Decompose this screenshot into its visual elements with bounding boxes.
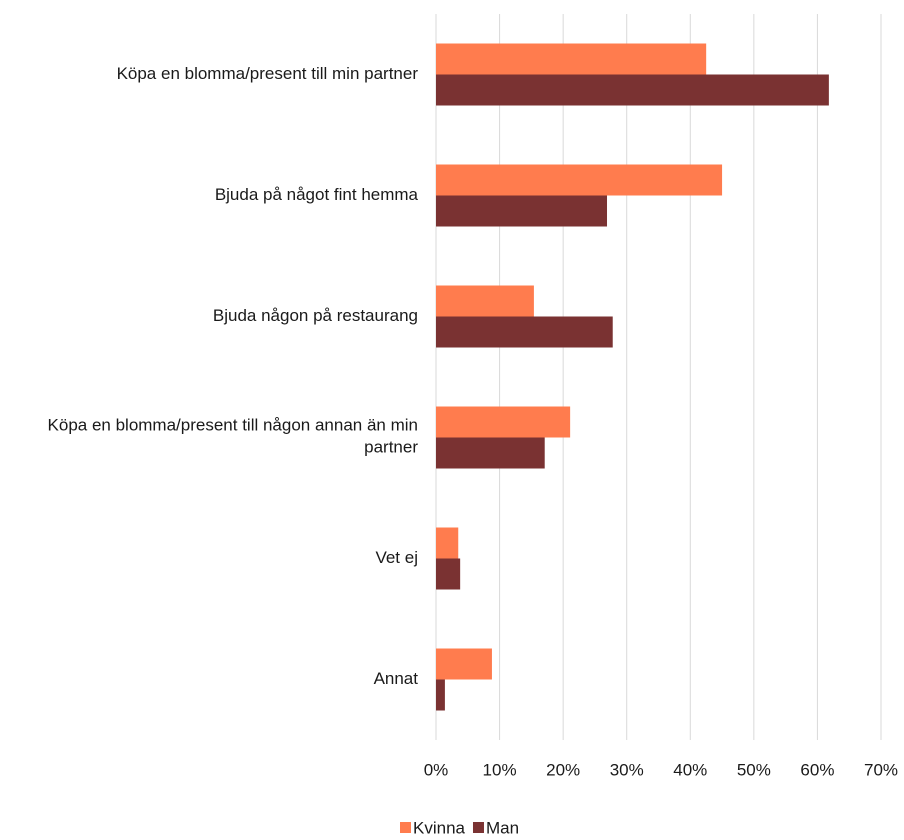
x-tick-label: 20% bbox=[546, 760, 580, 779]
x-tick-label: 0% bbox=[424, 760, 449, 779]
legend-label: Man bbox=[486, 818, 519, 837]
y-tick-label: Bjuda på något fint hemma bbox=[215, 185, 419, 204]
x-tick-label: 40% bbox=[673, 760, 707, 779]
bar bbox=[436, 74, 829, 106]
x-tick-label: 50% bbox=[737, 760, 771, 779]
legend-label: Kvinna bbox=[413, 818, 466, 837]
y-tick-label: Köpa en blomma/present till någon annan … bbox=[48, 416, 419, 457]
bar bbox=[436, 316, 613, 348]
legend-swatch bbox=[400, 822, 411, 833]
y-tick-label: Bjuda någon på restaurang bbox=[213, 306, 418, 325]
x-tick-label: 60% bbox=[800, 760, 834, 779]
bar bbox=[436, 558, 461, 590]
bar bbox=[436, 285, 534, 317]
bar bbox=[436, 43, 707, 75]
bar bbox=[436, 679, 445, 711]
x-tick-label: 10% bbox=[483, 760, 517, 779]
bar bbox=[436, 527, 459, 559]
bar bbox=[436, 437, 545, 469]
bar bbox=[436, 195, 608, 227]
y-tick-label: Vet ej bbox=[375, 548, 418, 567]
bar bbox=[436, 648, 492, 680]
bar bbox=[436, 164, 723, 196]
y-tick-label: Annat bbox=[374, 669, 419, 688]
y-tick-label: Köpa en blomma/present till min partner bbox=[117, 64, 419, 83]
x-tick-label: 30% bbox=[610, 760, 644, 779]
legend-swatch bbox=[472, 822, 484, 833]
x-tick-label: 70% bbox=[864, 760, 898, 779]
bar bbox=[436, 406, 571, 438]
